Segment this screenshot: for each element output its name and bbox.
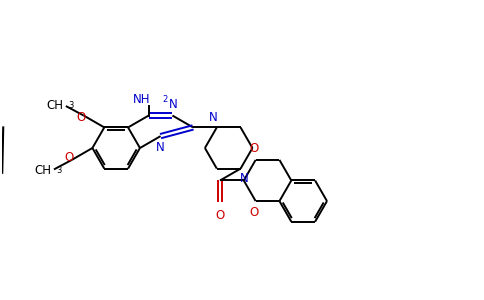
Text: N: N [209,112,217,124]
Text: O: O [249,142,258,155]
Text: 3: 3 [68,100,73,109]
Text: O: O [76,111,85,124]
Text: CH: CH [34,164,51,177]
Text: NH: NH [133,93,151,106]
Text: CH: CH [46,98,63,112]
Text: N: N [240,172,249,184]
Text: O: O [249,206,258,219]
Text: O: O [215,209,225,222]
Text: N: N [169,98,178,111]
Text: O: O [64,152,74,164]
Text: 3: 3 [56,166,61,175]
Text: 2: 2 [163,95,168,104]
Text: N: N [156,141,165,154]
